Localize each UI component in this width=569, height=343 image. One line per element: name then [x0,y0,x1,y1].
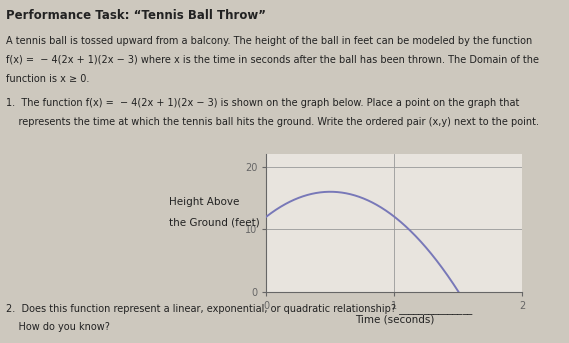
Text: represents the time at which the tennis ball hits the ground. Write the ordered : represents the time at which the tennis … [6,117,539,127]
Text: How do you know?: How do you know? [6,322,110,332]
Text: Performance Task: “Tennis Ball Throw”: Performance Task: “Tennis Ball Throw” [6,9,266,22]
X-axis label: Time (seconds): Time (seconds) [354,315,434,325]
Text: A tennis ball is tossed upward from a balcony. The height of the ball in feet ca: A tennis ball is tossed upward from a ba… [6,36,532,46]
Text: Height Above: Height Above [169,197,240,208]
Text: 2.  Does this function represent a linear, exponential, or quadratic relationshi: 2. Does this function represent a linear… [6,304,472,315]
Text: f(x) =  − 4(2x + 1)(2x − 3) where x is the time in seconds after the ball has be: f(x) = − 4(2x + 1)(2x − 3) where x is th… [6,55,539,65]
Text: the Ground (feet): the Ground (feet) [169,218,259,228]
Text: function is x ≥ 0.: function is x ≥ 0. [6,74,89,84]
Text: 1.  The function f(x) =  − 4(2x + 1)(2x − 3) is shown on the graph below. Place : 1. The function f(x) = − 4(2x + 1)(2x − … [6,98,519,108]
